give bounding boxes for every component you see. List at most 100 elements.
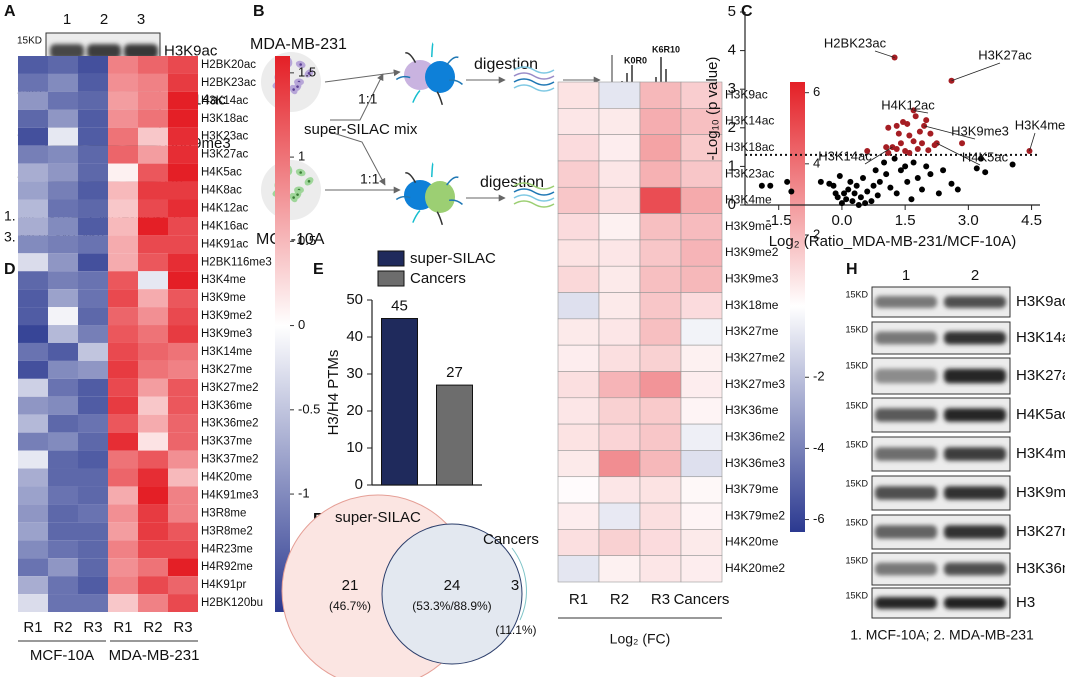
- column-label: R2: [143, 619, 162, 636]
- row-label: H3K23ac: [725, 166, 774, 180]
- heatmap-cell: [48, 109, 78, 128]
- heatmap-cell: [108, 217, 138, 236]
- heatmap-cell: [48, 378, 78, 397]
- row-label: H4K91me3: [201, 489, 259, 501]
- heatmap-cell: [680, 371, 723, 399]
- point: [851, 190, 858, 197]
- row-label: H4K91pr: [201, 579, 247, 591]
- row-label: H4R23me: [201, 543, 253, 555]
- heatmap-cell: [557, 81, 600, 109]
- heatmap-cell: [168, 576, 198, 595]
- heatmap-cell: [557, 529, 600, 556]
- heatmap-cell: [48, 163, 78, 182]
- size-marker: 15KD: [845, 555, 868, 565]
- annotation-line: [913, 110, 929, 114]
- heatmap-cell: [168, 594, 198, 612]
- point: [904, 120, 911, 127]
- point: [864, 188, 871, 195]
- heatmap-cell: [598, 186, 641, 214]
- point: [862, 200, 869, 207]
- column-label: R1: [569, 591, 588, 608]
- heatmap-cell: [108, 396, 138, 415]
- heatmap-cell: [598, 292, 641, 320]
- heatmap-cell: [78, 199, 108, 218]
- heatmap-cell: [138, 253, 168, 272]
- heatmap-cell: [48, 217, 78, 236]
- heatmap-cell: [48, 271, 78, 290]
- x-axis-title: Log₂ (Ratio_MDA-MB-231/MCF-10A): [769, 233, 1017, 250]
- heatmap-cell: [18, 91, 48, 110]
- heatmap-cell: [680, 81, 723, 109]
- point: [914, 146, 921, 153]
- ratio: 1:1: [358, 91, 378, 107]
- point: [948, 180, 955, 187]
- y-tick-label: 30: [346, 365, 363, 382]
- heatmap-cell: [598, 397, 641, 425]
- row-label: H3K36me2: [201, 418, 259, 430]
- heatmap-cell: [639, 371, 682, 399]
- cell-nucleus: [292, 196, 295, 199]
- heatmap-cell: [108, 73, 138, 92]
- size-marker: 15KD: [845, 439, 868, 449]
- heatmap-cell: [680, 239, 723, 267]
- panel-label: B: [253, 3, 265, 20]
- heatmap-cell: [557, 371, 600, 399]
- point: [843, 196, 850, 203]
- heatmap-cell: [108, 199, 138, 218]
- point: [908, 196, 915, 203]
- heatmap-cell: [598, 344, 641, 372]
- blot-band: [86, 44, 122, 59]
- heatmap-cell: [168, 181, 198, 200]
- heatmap-cell: [598, 423, 641, 451]
- heatmap-cell: [78, 414, 108, 433]
- heatmap-cell: [78, 91, 108, 110]
- point: [927, 171, 934, 178]
- heatmap-cell: [557, 502, 600, 530]
- heatmap-cell: [108, 91, 138, 110]
- colorbar-tick-label: 4: [813, 155, 820, 170]
- heatmap-cell: [168, 360, 198, 379]
- cell-nucleus: [307, 180, 311, 183]
- heatmap-cell: [108, 342, 138, 361]
- point: [912, 113, 919, 120]
- x-tick-label: -1.5: [766, 212, 792, 229]
- blot-band: [874, 562, 938, 576]
- peptide: [513, 194, 555, 202]
- heatmap-cell: [78, 163, 108, 182]
- point: [784, 178, 791, 185]
- heatmap-cell: [138, 432, 168, 451]
- heatmap-cell: [18, 253, 48, 272]
- heatmap-cell: [168, 432, 198, 451]
- heatmap-cell: [168, 199, 198, 218]
- heatmap-cell: [108, 235, 138, 254]
- point: [927, 130, 934, 137]
- heatmap-cell: [168, 253, 198, 272]
- y-axis-title: -Log₁₀ (p value): [704, 57, 721, 161]
- colorbar-tick-label: -4: [813, 440, 825, 455]
- row-label: H3K36me: [725, 403, 779, 417]
- heatmap-cell: [168, 342, 198, 361]
- heatmap-cell: [598, 476, 641, 504]
- heatmap-cell: [138, 468, 168, 487]
- mix-label: super-SILAC mix: [304, 121, 418, 138]
- heatmap-cell: [18, 109, 48, 128]
- heatmap-cell: [78, 576, 108, 595]
- protein-name: H3K4me: [1016, 445, 1065, 462]
- lane-number: 2: [971, 267, 979, 284]
- row-label: H3K9me2: [725, 245, 779, 259]
- heatmap-cell: [138, 378, 168, 397]
- step: digestion: [480, 174, 544, 191]
- size-marker: 15KD: [845, 590, 868, 600]
- heatmap-cell: [168, 109, 198, 128]
- heatmap-cell: [168, 486, 198, 505]
- heatmap-cell: [639, 397, 682, 425]
- row-label: H3K18ac: [201, 113, 249, 125]
- heatmap-cell: [598, 450, 641, 478]
- point: [887, 184, 894, 191]
- heatmap-cell: [168, 127, 198, 146]
- heatmap-cell: [557, 265, 600, 293]
- colorbar-tick-label: 2: [813, 226, 820, 241]
- heatmap-cell: [18, 342, 48, 361]
- point: [838, 200, 845, 207]
- y-tick-label: 50: [346, 291, 363, 308]
